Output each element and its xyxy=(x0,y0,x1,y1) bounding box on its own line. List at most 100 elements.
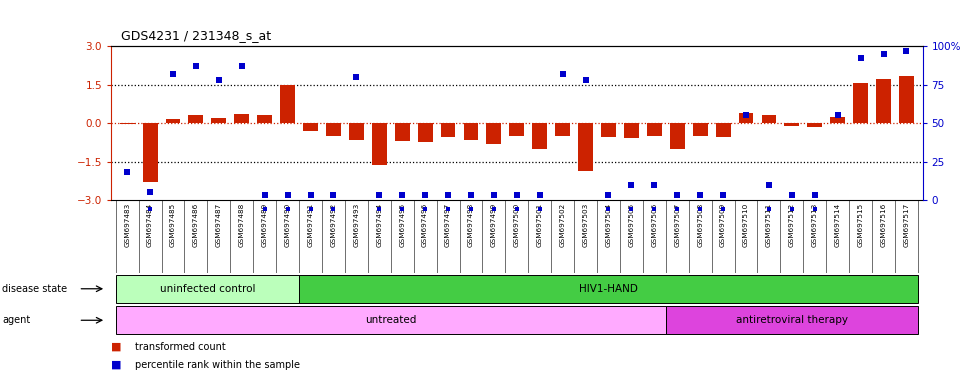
Text: GSM697498: GSM697498 xyxy=(468,202,474,247)
Bar xyxy=(853,83,868,123)
Point xyxy=(761,182,777,188)
Text: ■: ■ xyxy=(111,342,122,352)
Text: HIV1-HAND: HIV1-HAND xyxy=(579,284,638,294)
Text: GSM697494: GSM697494 xyxy=(377,202,383,247)
Text: antiretroviral therapy: antiretroviral therapy xyxy=(736,315,848,325)
Bar xyxy=(555,123,570,136)
Bar xyxy=(165,119,181,123)
Point xyxy=(898,48,914,54)
Point xyxy=(669,192,685,199)
Point xyxy=(440,192,456,199)
Text: GSM697509: GSM697509 xyxy=(720,202,726,247)
Bar xyxy=(647,123,662,136)
Point xyxy=(165,71,181,77)
Point xyxy=(578,77,593,83)
Point xyxy=(807,192,822,199)
Point xyxy=(326,192,341,199)
Text: GSM697501: GSM697501 xyxy=(537,202,543,247)
Point xyxy=(188,63,204,69)
Text: GSM697517: GSM697517 xyxy=(903,202,909,247)
Point xyxy=(784,206,800,212)
Point xyxy=(624,206,639,212)
Text: GSM697508: GSM697508 xyxy=(697,202,703,247)
Point xyxy=(509,206,525,212)
Bar xyxy=(116,306,666,334)
Point xyxy=(807,206,822,212)
Point xyxy=(669,206,685,212)
Text: GSM697488: GSM697488 xyxy=(239,202,244,247)
Point xyxy=(830,112,845,118)
Text: GSM697504: GSM697504 xyxy=(606,202,611,247)
Text: percentile rank within the sample: percentile rank within the sample xyxy=(135,360,300,370)
Point xyxy=(486,206,501,212)
Bar xyxy=(143,123,157,182)
Bar xyxy=(739,113,753,123)
Bar xyxy=(784,123,799,126)
Point xyxy=(509,192,525,199)
Bar xyxy=(509,123,525,136)
Point xyxy=(532,192,548,199)
Point xyxy=(761,206,777,212)
Point xyxy=(876,51,892,57)
Point xyxy=(624,182,639,188)
Bar xyxy=(303,123,318,131)
Point xyxy=(417,192,433,199)
Bar xyxy=(669,123,685,149)
Text: GSM697495: GSM697495 xyxy=(399,202,405,247)
Text: GSM697497: GSM697497 xyxy=(445,202,451,247)
Text: GSM697485: GSM697485 xyxy=(170,202,176,247)
Point xyxy=(532,206,548,212)
Text: GSM697486: GSM697486 xyxy=(193,202,199,247)
Text: agent: agent xyxy=(2,315,30,325)
Point xyxy=(738,112,753,118)
Bar xyxy=(624,123,639,139)
Text: untreated: untreated xyxy=(365,315,416,325)
Text: disease state: disease state xyxy=(2,284,67,294)
Text: GSM697496: GSM697496 xyxy=(422,202,428,247)
Bar xyxy=(120,123,134,124)
Bar xyxy=(257,115,272,123)
Point xyxy=(853,55,868,61)
Text: GSM697511: GSM697511 xyxy=(766,202,772,247)
Bar xyxy=(808,123,822,127)
Point xyxy=(417,206,433,212)
Text: GSM697500: GSM697500 xyxy=(514,202,520,247)
Text: GSM697513: GSM697513 xyxy=(811,202,818,247)
Text: GSM697487: GSM697487 xyxy=(215,202,222,247)
Point xyxy=(646,206,662,212)
Text: transformed count: transformed count xyxy=(135,342,226,352)
Point xyxy=(234,63,249,69)
Text: GSM697489: GSM697489 xyxy=(262,202,268,247)
Bar xyxy=(326,123,341,136)
Text: GSM697505: GSM697505 xyxy=(629,202,635,247)
Point xyxy=(716,206,731,212)
Point xyxy=(716,192,731,199)
Bar xyxy=(299,275,918,303)
Text: GDS4231 / 231348_s_at: GDS4231 / 231348_s_at xyxy=(121,29,270,42)
Bar xyxy=(188,115,204,123)
Point xyxy=(212,77,227,83)
Bar xyxy=(830,117,845,123)
Text: GSM697515: GSM697515 xyxy=(858,202,864,247)
Point xyxy=(280,206,296,212)
Point xyxy=(257,206,272,212)
Bar xyxy=(716,123,730,137)
Text: GSM697516: GSM697516 xyxy=(881,202,887,247)
Point xyxy=(486,192,501,199)
Point xyxy=(646,182,662,188)
Point xyxy=(349,74,364,80)
Text: GSM697507: GSM697507 xyxy=(674,202,680,247)
Bar xyxy=(899,76,914,123)
Point xyxy=(693,192,708,199)
Bar xyxy=(235,114,249,123)
Point xyxy=(326,206,341,212)
Point xyxy=(394,206,410,212)
Text: GSM697493: GSM697493 xyxy=(354,202,359,247)
Point xyxy=(372,192,387,199)
Bar xyxy=(280,84,295,123)
Point xyxy=(601,206,616,212)
Bar xyxy=(440,123,456,137)
Text: GSM697484: GSM697484 xyxy=(147,202,153,247)
Point xyxy=(394,192,410,199)
Bar xyxy=(666,306,918,334)
